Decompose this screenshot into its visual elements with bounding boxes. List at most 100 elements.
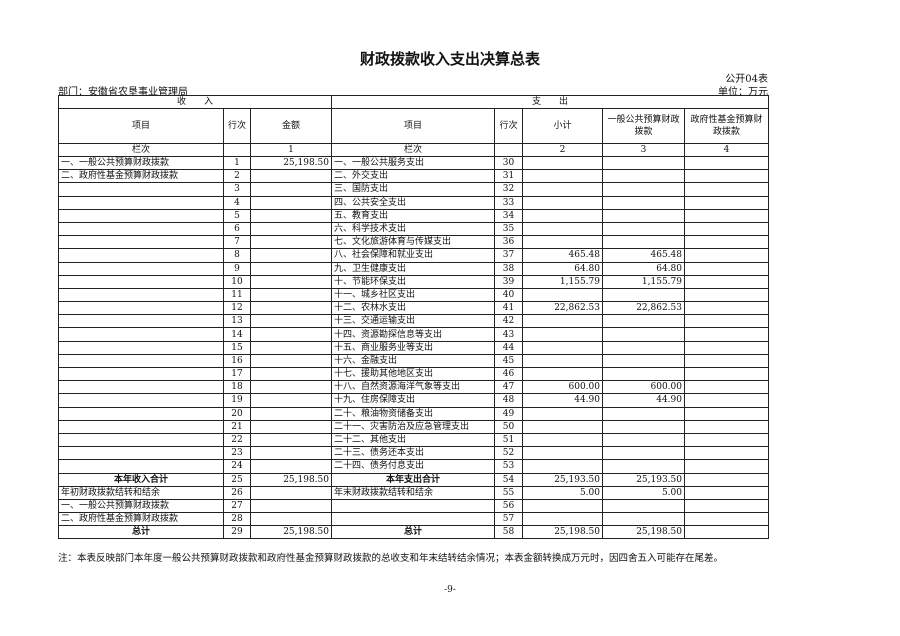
income-line: 10 [223, 274, 251, 289]
income-amount [250, 274, 332, 289]
fund-budget-amount [684, 353, 769, 369]
income-line: 13 [223, 314, 251, 329]
table-row: 17 十七、援助其他地区支出 46 [58, 366, 769, 382]
fund-budget-amount [684, 340, 769, 355]
income-amount [250, 327, 332, 342]
report-title: 财政拨款收入支出决算总表 [359, 50, 540, 68]
expense-subtotal: 465.48 [522, 248, 603, 263]
expense-subtotal [522, 353, 603, 369]
expense-subtotal [522, 419, 603, 434]
table-row: 总计 29 25,198.50 总计 58 25,198.50 25,198.50 [58, 525, 769, 540]
income-line: 8 [223, 248, 251, 263]
table-row: 一、一般公共预算财政拨款 1 25,198.50 一、一般公共服务支出 30 [58, 155, 769, 171]
income-item [58, 353, 224, 369]
income-item [58, 327, 224, 342]
fund-budget-amount [684, 512, 769, 527]
table-row: 23 二十三、债务还本支出 52 [58, 446, 769, 461]
general-budget-amount: 465.48 [602, 248, 685, 263]
fund-budget-amount [684, 314, 769, 329]
expense-line: 39 [494, 274, 523, 289]
income-amount [250, 353, 332, 369]
income-amount [250, 485, 332, 500]
income-item [58, 446, 224, 461]
fund-budget-amount [684, 366, 769, 382]
expense-item: 七、文化旅游体育与传媒支出 [331, 235, 495, 250]
income-line: 2 [223, 169, 251, 184]
general-budget-amount [602, 419, 685, 434]
expense-item: 一、一般公共服务支出 [331, 155, 495, 171]
income-line: 19 [223, 393, 251, 408]
expense-item: 二十三、债务还本支出 [331, 446, 495, 461]
expense-line: 50 [494, 419, 523, 434]
fund-budget-amount [684, 287, 769, 303]
expense-item: 二十四、债务付息支出 [331, 459, 495, 474]
income-item: 二、政府性基金预算财政拨款 [58, 169, 224, 184]
income-line: 7 [223, 235, 251, 250]
income-item [58, 248, 224, 263]
general-budget-amount [602, 498, 685, 514]
expense-item: 十九、住房保障支出 [331, 393, 495, 408]
fund-budget-amount [684, 498, 769, 514]
expense-subtotal [522, 155, 603, 171]
income-line: 17 [223, 366, 251, 382]
fund-budget-amount [684, 208, 769, 223]
expense-line: 49 [494, 406, 523, 421]
expense-item: 十三、交通运输支出 [331, 314, 495, 329]
income-line: 25 [223, 472, 251, 487]
table-row: 7 七、文化旅游体育与传媒支出 36 [58, 235, 769, 250]
expense-line: 46 [494, 366, 523, 382]
fund-budget-amount [684, 393, 769, 408]
income-line: 14 [223, 327, 251, 342]
expense-item: 十六、金融支出 [331, 353, 495, 369]
table-row: 12 十二、农林水支出 41 22,862.53 22,862.53 [58, 301, 769, 316]
table-row: 20 二十、粮油物资储备支出 49 [58, 406, 769, 421]
expense-item: 五、教育支出 [331, 208, 495, 223]
expense-line: 53 [494, 459, 523, 474]
general-budget-amount [602, 208, 685, 223]
expense-line: 36 [494, 235, 523, 250]
empty-cell [494, 143, 523, 157]
expense-subtotal [522, 446, 603, 461]
income-amount [250, 314, 332, 329]
expense-line: 34 [494, 208, 523, 223]
income-item [58, 208, 224, 223]
table-row: 21 二十一、灾害防治及应急管理支出 50 [58, 419, 769, 434]
expense-item [331, 512, 495, 527]
income-line: 21 [223, 419, 251, 434]
general-budget-amount [602, 182, 685, 197]
general-budget-amount [602, 195, 685, 210]
expense-item: 年末财政拨款结转和结余 [331, 485, 495, 500]
expense-item: 九、卫生健康支出 [331, 261, 495, 276]
expense-subtotal [522, 406, 603, 421]
income-line: 4 [223, 195, 251, 210]
column-number-4: 4 [684, 143, 769, 157]
income-line: 16 [223, 353, 251, 369]
header-fund-budget: 政府性基金预算财政拨款 [684, 108, 769, 144]
fund-budget-amount [684, 261, 769, 276]
table-row: 年初财政拨款结转和结余 26 年末财政拨款结转和结余 55 5.00 5.00 [58, 485, 769, 500]
income-item: 年初财政拨款结转和结余 [58, 485, 224, 500]
expense-item: 十一、城乡社区支出 [331, 287, 495, 303]
income-amount [250, 169, 332, 184]
income-item [58, 340, 224, 355]
general-budget-amount [602, 314, 685, 329]
income-amount [250, 340, 332, 355]
income-line: 18 [223, 380, 251, 395]
expense-line: 45 [494, 353, 523, 369]
column-label-expense: 栏次 [331, 143, 495, 157]
fund-budget-amount [684, 525, 769, 540]
expense-item: 二十二、其他支出 [331, 432, 495, 448]
page-number: -9- [444, 585, 456, 595]
general-budget-amount [602, 327, 685, 342]
unit-label: 单位：万元 [718, 87, 768, 98]
expense-subtotal: 1,155.79 [522, 274, 603, 289]
income-line: 20 [223, 406, 251, 421]
form-code: 公开04表 [725, 74, 768, 85]
fund-budget-amount [684, 446, 769, 461]
income-item [58, 406, 224, 421]
expense-subtotal [522, 208, 603, 223]
income-item [58, 459, 224, 474]
expense-line: 52 [494, 446, 523, 461]
fund-budget-amount [684, 248, 769, 263]
table-row: 22 二十二、其他支出 51 [58, 432, 769, 448]
